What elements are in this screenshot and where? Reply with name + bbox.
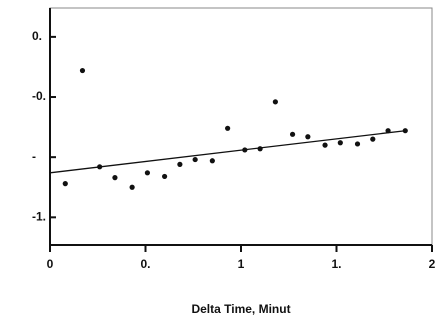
point	[354, 141, 361, 147]
point	[322, 142, 328, 148]
x-tick-label: 1	[238, 257, 245, 271]
point	[162, 173, 168, 180]
plot-frame	[49, 7, 433, 246]
y-tick-label: -0.	[32, 89, 46, 103]
point	[370, 136, 376, 142]
point	[305, 134, 311, 140]
x-tick-label: 0	[47, 257, 54, 271]
point	[337, 140, 343, 146]
point	[112, 175, 118, 181]
point	[62, 181, 68, 187]
point	[79, 67, 86, 74]
point	[272, 99, 278, 105]
x-tick-label: 1.	[331, 257, 341, 271]
y-tick-label: -	[32, 149, 36, 163]
point	[209, 158, 215, 164]
y-tick-label: 0.	[32, 29, 42, 43]
point	[289, 131, 296, 137]
point	[225, 125, 231, 131]
x-tick-label: 2	[429, 257, 436, 271]
point	[144, 170, 151, 176]
point	[177, 161, 183, 167]
y-tick-label: -1.	[32, 210, 46, 224]
x-axis-label: Delta Time, Minut	[191, 302, 290, 316]
point	[192, 156, 198, 163]
point	[129, 184, 135, 190]
fit-line	[49, 130, 406, 174]
x-tick-label: 0.	[140, 257, 150, 271]
